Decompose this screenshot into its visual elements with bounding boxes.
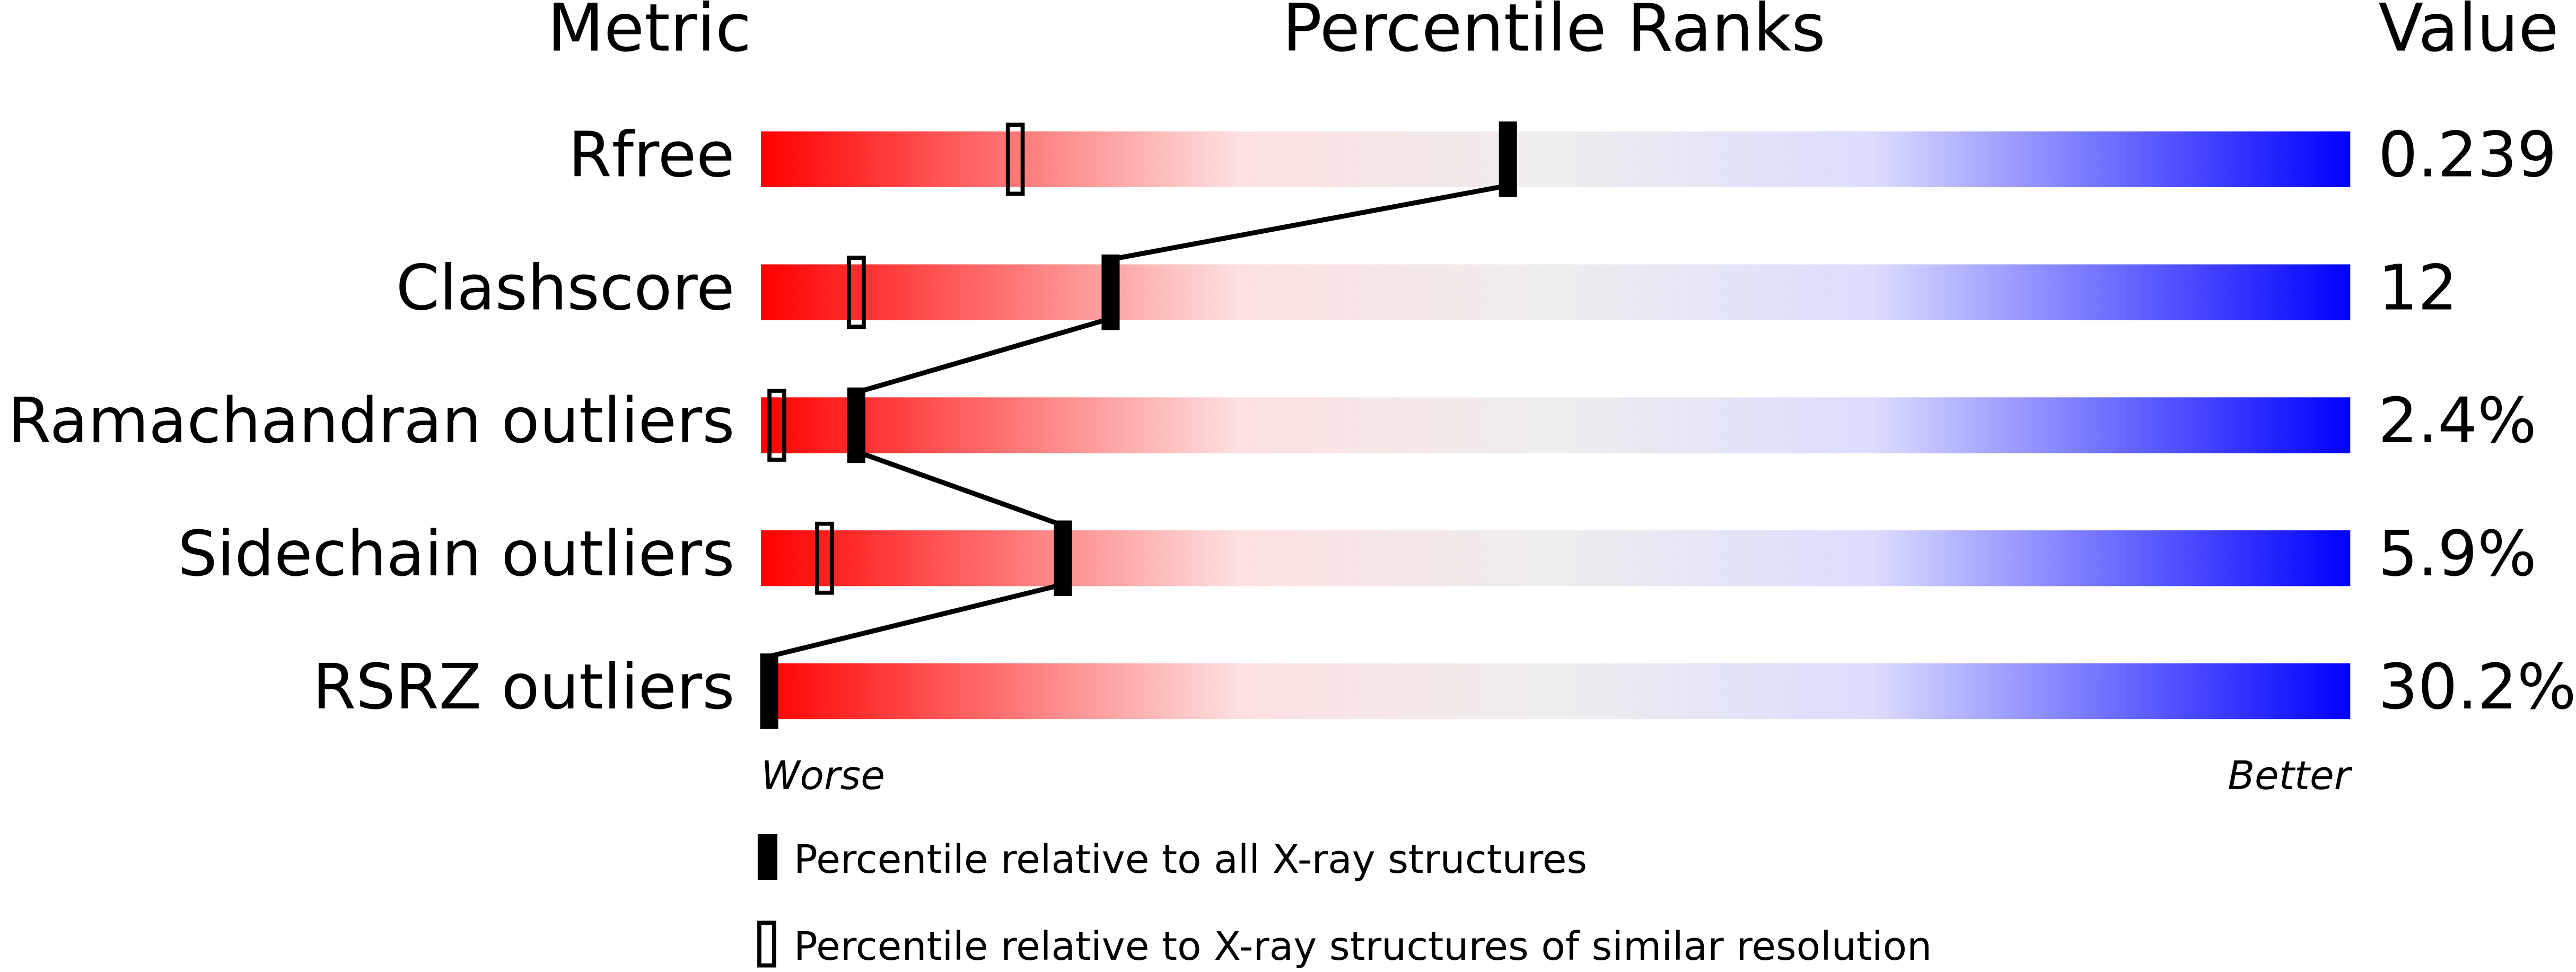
header: Value	[2378, 0, 2559, 67]
header: Metric	[547, 0, 751, 67]
percentile-marker	[847, 387, 865, 463]
percentile-marker	[767, 389, 786, 462]
metric-value: 30.2%	[2378, 651, 2576, 723]
metric-label: Clashscore	[396, 251, 735, 324]
legend-label: Percentile relative to all X-ray structu…	[794, 836, 1587, 882]
metric-value: 2.4%	[2378, 384, 2537, 457]
slider-bar	[761, 663, 2351, 720]
legend-swatch	[757, 921, 776, 968]
legend-label: Percentile relative to X-ray structures …	[794, 923, 1932, 969]
connector	[760, 582, 1064, 661]
header: Percentile Ranks	[1282, 0, 1825, 67]
percentile-marker	[1005, 122, 1025, 196]
legend-swatch	[757, 834, 778, 880]
percentile-marker	[1054, 520, 1072, 596]
metric-value: 0.239	[2378, 119, 2557, 191]
axis-label: Better	[2228, 752, 2353, 799]
slider-bar	[761, 530, 2351, 586]
slider-bar	[761, 397, 2351, 453]
metric-value: 12	[2378, 251, 2458, 324]
connector	[855, 449, 1064, 528]
metric-label: Sidechain outliers	[178, 518, 734, 590]
percentile-marker	[847, 256, 866, 329]
axis-label: Worse	[761, 752, 885, 799]
metric-value: 5.9%	[2378, 518, 2537, 590]
metric-label: Rfree	[568, 119, 735, 191]
metric-label: RSRZ outliers	[312, 651, 734, 723]
metric-label: Ramachandran outliers	[8, 384, 735, 457]
connector	[1110, 183, 1509, 262]
percentile-marker	[760, 653, 778, 729]
connector	[855, 316, 1111, 395]
slider-bar	[761, 264, 2351, 320]
percentile-marker	[1499, 121, 1517, 197]
slider-bar	[761, 131, 2351, 187]
percentile-marker	[1101, 254, 1120, 330]
percentile-marker	[815, 521, 834, 595]
